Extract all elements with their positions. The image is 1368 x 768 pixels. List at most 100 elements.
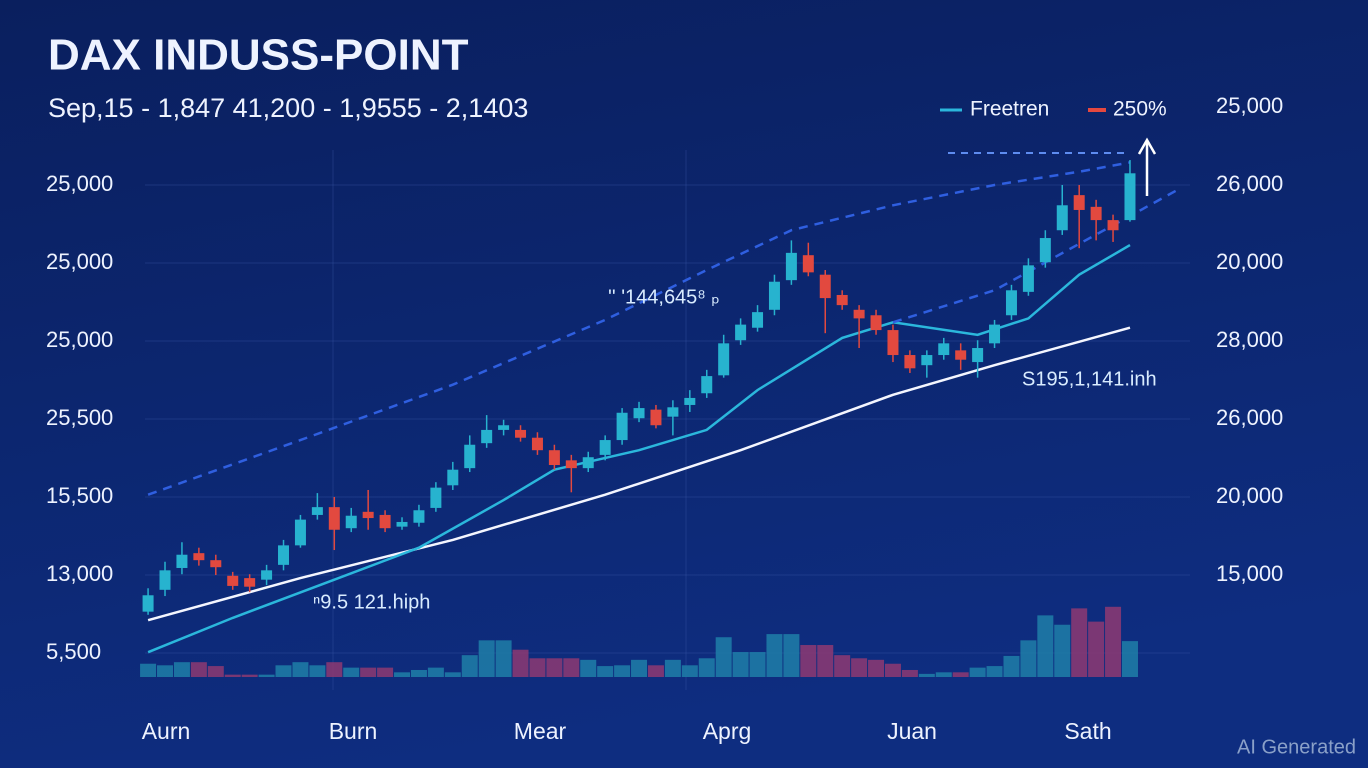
legend-label: 250% bbox=[1113, 98, 1167, 121]
candle-body bbox=[735, 324, 747, 341]
y2-tick-label: 26,000 bbox=[1216, 405, 1283, 430]
legend-label: Freetren bbox=[970, 98, 1049, 121]
candle-body bbox=[785, 252, 797, 281]
volume-bar bbox=[224, 674, 241, 677]
candle-body bbox=[565, 460, 577, 469]
candle-body bbox=[667, 407, 679, 417]
y2-tick-label: 15,000 bbox=[1216, 561, 1283, 586]
candle-body bbox=[904, 355, 916, 369]
volume-bar bbox=[1121, 641, 1138, 677]
y2-tick-label: 26,000 bbox=[1216, 171, 1283, 196]
x-label: Aprg bbox=[703, 718, 752, 744]
candle-body bbox=[278, 545, 290, 565]
volume-bar bbox=[1020, 640, 1037, 677]
volume-bar bbox=[597, 666, 614, 677]
volume-bar bbox=[461, 655, 478, 677]
candle-body bbox=[430, 487, 442, 508]
annotation: S195,1,141.inh bbox=[1022, 368, 1157, 390]
y-tick-label: 15,500 bbox=[46, 483, 113, 508]
candle-body bbox=[718, 343, 730, 376]
candle-body bbox=[802, 255, 814, 273]
volume-bar bbox=[614, 665, 631, 677]
arrow-head bbox=[1137, 137, 1157, 155]
volume-bar bbox=[918, 673, 935, 677]
volume-bar bbox=[1088, 621, 1105, 677]
volume-bar bbox=[309, 665, 326, 677]
candle-body bbox=[515, 429, 527, 438]
volume-bar bbox=[1037, 615, 1054, 677]
y-tick-label: 25,500 bbox=[46, 405, 113, 430]
candle-body bbox=[176, 554, 188, 568]
candle-body bbox=[481, 429, 493, 444]
annotation: '' '144,645⁸ ₚ bbox=[608, 286, 720, 308]
candle-body bbox=[938, 343, 950, 356]
y-tick-label: 25,000 bbox=[46, 249, 113, 274]
annotation: ⁿ9.5 121.hiph bbox=[313, 591, 430, 613]
volume-bar bbox=[800, 645, 817, 677]
candle-body bbox=[227, 575, 239, 586]
candle-body bbox=[650, 409, 662, 426]
x-label: Juan bbox=[887, 718, 937, 744]
volume-bar bbox=[241, 674, 258, 677]
volume-bar bbox=[715, 637, 732, 677]
y2-tick-label: 20,000 bbox=[1216, 249, 1283, 274]
volume-bar bbox=[817, 645, 834, 677]
volume-bar bbox=[377, 667, 394, 677]
volume-bar bbox=[952, 672, 969, 677]
volume-bar bbox=[207, 666, 224, 677]
volume-bar bbox=[394, 672, 411, 677]
candle-body bbox=[768, 281, 780, 310]
volume-bar bbox=[140, 663, 157, 677]
candle-body bbox=[261, 570, 273, 580]
volume-bar bbox=[1071, 608, 1088, 677]
volume-bar bbox=[766, 634, 783, 677]
volume-bar bbox=[1105, 606, 1122, 677]
trend-line bbox=[147, 161, 1131, 496]
y-tick-label: 5,500 bbox=[46, 639, 101, 664]
candle-body bbox=[870, 315, 882, 331]
candle-body bbox=[464, 444, 476, 469]
y2-tick-label: 20,000 bbox=[1216, 483, 1283, 508]
volume-bar bbox=[427, 667, 444, 677]
watermark: AI Generated bbox=[1237, 736, 1356, 758]
candle-body bbox=[972, 348, 984, 363]
candle-body bbox=[498, 425, 510, 430]
volume-bar bbox=[732, 652, 749, 677]
candle-body bbox=[1039, 238, 1051, 263]
candle-body bbox=[853, 309, 865, 319]
volume-bar bbox=[258, 674, 275, 677]
volume-bar bbox=[275, 665, 292, 677]
volume-bar bbox=[326, 662, 343, 677]
volume bbox=[140, 606, 1138, 677]
volume-bar bbox=[512, 649, 529, 677]
x-label: Sath bbox=[1064, 718, 1111, 744]
y-tick-label: 25,000 bbox=[46, 171, 113, 196]
candle-body bbox=[1124, 173, 1136, 221]
volume-bar bbox=[935, 672, 952, 677]
candle-body bbox=[1073, 195, 1085, 210]
volume-bar bbox=[1054, 624, 1071, 677]
volume-bar bbox=[563, 658, 580, 677]
candle-body bbox=[142, 595, 154, 612]
candle-body bbox=[159, 570, 171, 590]
volume-bar bbox=[884, 663, 901, 677]
labels: DAX INDUSS-POINT Sep,15 - 1,847 41,200 -… bbox=[48, 31, 1356, 759]
volume-bar bbox=[868, 659, 885, 677]
y2-tick-label: 28,000 bbox=[1216, 327, 1283, 352]
volume-bar bbox=[834, 655, 851, 677]
volume-bar bbox=[173, 662, 190, 677]
y-tick-label: 25,000 bbox=[46, 327, 113, 352]
candle-body bbox=[701, 376, 713, 394]
volume-bar bbox=[681, 665, 698, 677]
grid: 25,000 25,000 25,000 25,500 15,500 13,000 5,50… bbox=[46, 93, 1283, 664]
y-tick-label: 13,000 bbox=[46, 561, 113, 586]
candle-body bbox=[311, 507, 323, 515]
volume-bar bbox=[851, 658, 868, 677]
volume-bar bbox=[1003, 655, 1020, 677]
volume-bar bbox=[986, 666, 1003, 677]
candle-body bbox=[294, 519, 306, 546]
candle-body bbox=[1056, 205, 1068, 231]
volume-bar bbox=[495, 640, 512, 677]
candle-body bbox=[447, 469, 459, 486]
